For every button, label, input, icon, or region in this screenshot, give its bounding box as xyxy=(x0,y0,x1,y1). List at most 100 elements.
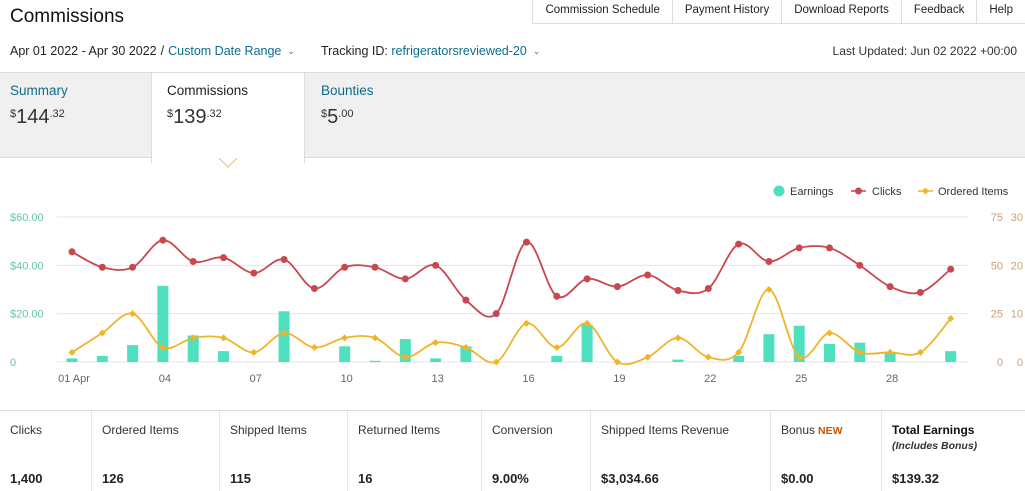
earnings-bar xyxy=(96,355,108,362)
earnings-bar xyxy=(187,335,199,362)
tracking-id-value[interactable]: refrigeratorsreviewed-20 xyxy=(391,44,527,58)
stat-ordered-items: Ordered Items 126 xyxy=(92,411,220,491)
ordered-items-point xyxy=(310,344,318,351)
clicks-point xyxy=(98,263,106,271)
ordered-items-point xyxy=(189,334,197,342)
earnings-bar xyxy=(218,351,229,362)
clicks-point xyxy=(220,254,227,262)
clicks-point xyxy=(432,261,440,269)
ordered-items-point xyxy=(613,358,621,366)
ordered-items-point xyxy=(68,348,76,356)
ordered-items-point xyxy=(371,334,379,342)
earnings-bar xyxy=(793,325,805,362)
clicks-point xyxy=(129,263,137,271)
clicks-point xyxy=(523,238,530,246)
stat-shipped-items: Shipped Items 115 xyxy=(220,411,348,491)
earnings-bar xyxy=(369,360,381,362)
ordered-items-point xyxy=(523,319,530,327)
clicks-point xyxy=(401,275,409,283)
clicks-point xyxy=(947,265,955,273)
clicks-point xyxy=(916,288,924,296)
tab-summary[interactable]: Summary $144.32 xyxy=(0,73,150,159)
help-link[interactable]: Help xyxy=(989,4,1013,16)
earnings-bar xyxy=(430,358,442,362)
clicks-point xyxy=(68,248,76,256)
tab-label: Bounties xyxy=(321,83,374,98)
ordered-items-point xyxy=(553,344,561,351)
earnings-bar xyxy=(460,346,472,362)
chevron-down-icon[interactable]: ⌄ xyxy=(532,45,541,56)
page-title: Commissions xyxy=(10,6,125,27)
clicks-point xyxy=(310,285,318,293)
clicks-point xyxy=(765,257,773,265)
page-header: Commissions Commission Schedule Payment … xyxy=(0,0,1025,72)
clicks-point xyxy=(674,286,682,294)
earnings-bar xyxy=(672,359,684,362)
earnings-bar xyxy=(551,355,563,362)
ordered-items-point xyxy=(704,353,712,361)
legend-earnings-icon xyxy=(773,185,785,197)
x-tick-label: 25 xyxy=(795,373,807,385)
x-tick-label: 07 xyxy=(250,373,262,385)
x-tick-label: 28 xyxy=(886,373,898,385)
feedback-link[interactable]: Feedback xyxy=(902,0,978,24)
ordered-items-point xyxy=(735,348,743,356)
earnings-bar xyxy=(278,311,290,362)
ordered-items-point xyxy=(462,344,470,351)
clicks-point xyxy=(250,269,258,277)
clicks-point xyxy=(492,310,500,318)
ordered-items-point xyxy=(765,286,773,293)
ordered-items-point xyxy=(492,358,500,366)
top-links: Commission Schedule Payment History Down… xyxy=(532,0,1025,24)
ordered-items-point xyxy=(159,344,167,351)
earnings-bar xyxy=(127,345,139,362)
ordered-items-point xyxy=(674,334,682,342)
legend-ordered-items-icon xyxy=(922,187,929,195)
y-right-items-tick-label: 20 xyxy=(1011,260,1023,272)
tab-bounties[interactable]: Bounties $5.00 xyxy=(311,73,461,159)
download-reports-link[interactable]: Download Reports xyxy=(782,0,902,24)
clicks-point xyxy=(341,263,349,271)
earnings-bar xyxy=(66,358,78,362)
clicks-point xyxy=(159,236,167,244)
legend-clicks-icon xyxy=(855,187,862,195)
tab-amount: $144.32 xyxy=(10,106,65,128)
ordered-items-point xyxy=(947,315,955,322)
legend-earnings-label: Earnings xyxy=(790,186,834,198)
commission-schedule-link[interactable]: Commission Schedule xyxy=(533,0,673,24)
clicks-point xyxy=(735,240,743,248)
clicks-point xyxy=(371,263,379,271)
y-right-items-tick-label: 10 xyxy=(1011,309,1023,321)
y-right-clicks-tick-label: 0 xyxy=(997,357,1003,369)
x-tick-label: 10 xyxy=(341,373,353,385)
summary-tabs: Summary $144.32 Commissions $139.32 Boun… xyxy=(0,72,1025,163)
y-left-tick-label: $40.00 xyxy=(10,260,44,272)
clicks-line xyxy=(71,239,952,318)
ordered-items-point xyxy=(583,319,591,327)
stat-bonus: Bonus NEW $0.00 xyxy=(771,411,882,491)
date-range-dropdown[interactable]: Custom Date Range xyxy=(168,44,282,58)
y-right-items-tick-label: 0 xyxy=(1017,357,1023,369)
earnings-bar xyxy=(884,352,896,362)
last-updated: Last Updated: Jun 02 2022 +00:00 xyxy=(832,44,1017,58)
ordered-items-point xyxy=(826,329,833,337)
chevron-down-icon[interactable]: ⌄ xyxy=(287,45,295,56)
clicks-point xyxy=(553,292,561,300)
x-tick-label: 19 xyxy=(613,373,625,385)
stats-bar: Clicks 1,400 Ordered Items 126 Shipped I… xyxy=(0,410,1025,491)
ordered-items-point xyxy=(220,334,227,342)
legend-clicks-label: Clicks xyxy=(872,186,902,198)
clicks-point xyxy=(826,244,833,252)
payment-history-link[interactable]: Payment History xyxy=(673,0,783,24)
tab-commissions[interactable]: Commissions $139.32 xyxy=(151,73,305,163)
earnings-bar xyxy=(581,324,593,362)
tab-label: Commissions xyxy=(167,83,249,98)
clicks-point xyxy=(704,285,712,293)
filter-bar: Apr 01 2022 - Apr 30 2022 / Custom Date … xyxy=(10,44,540,58)
clicks-point xyxy=(189,257,197,265)
tracking-id-dropdown[interactable]: Tracking ID: refrigeratorsreviewed-20 ⌄ xyxy=(321,44,540,58)
y-left-tick-label: $60.00 xyxy=(10,212,44,224)
x-tick-label: 16 xyxy=(522,373,534,385)
clicks-point xyxy=(886,283,894,291)
ordered-items-point xyxy=(886,348,894,356)
